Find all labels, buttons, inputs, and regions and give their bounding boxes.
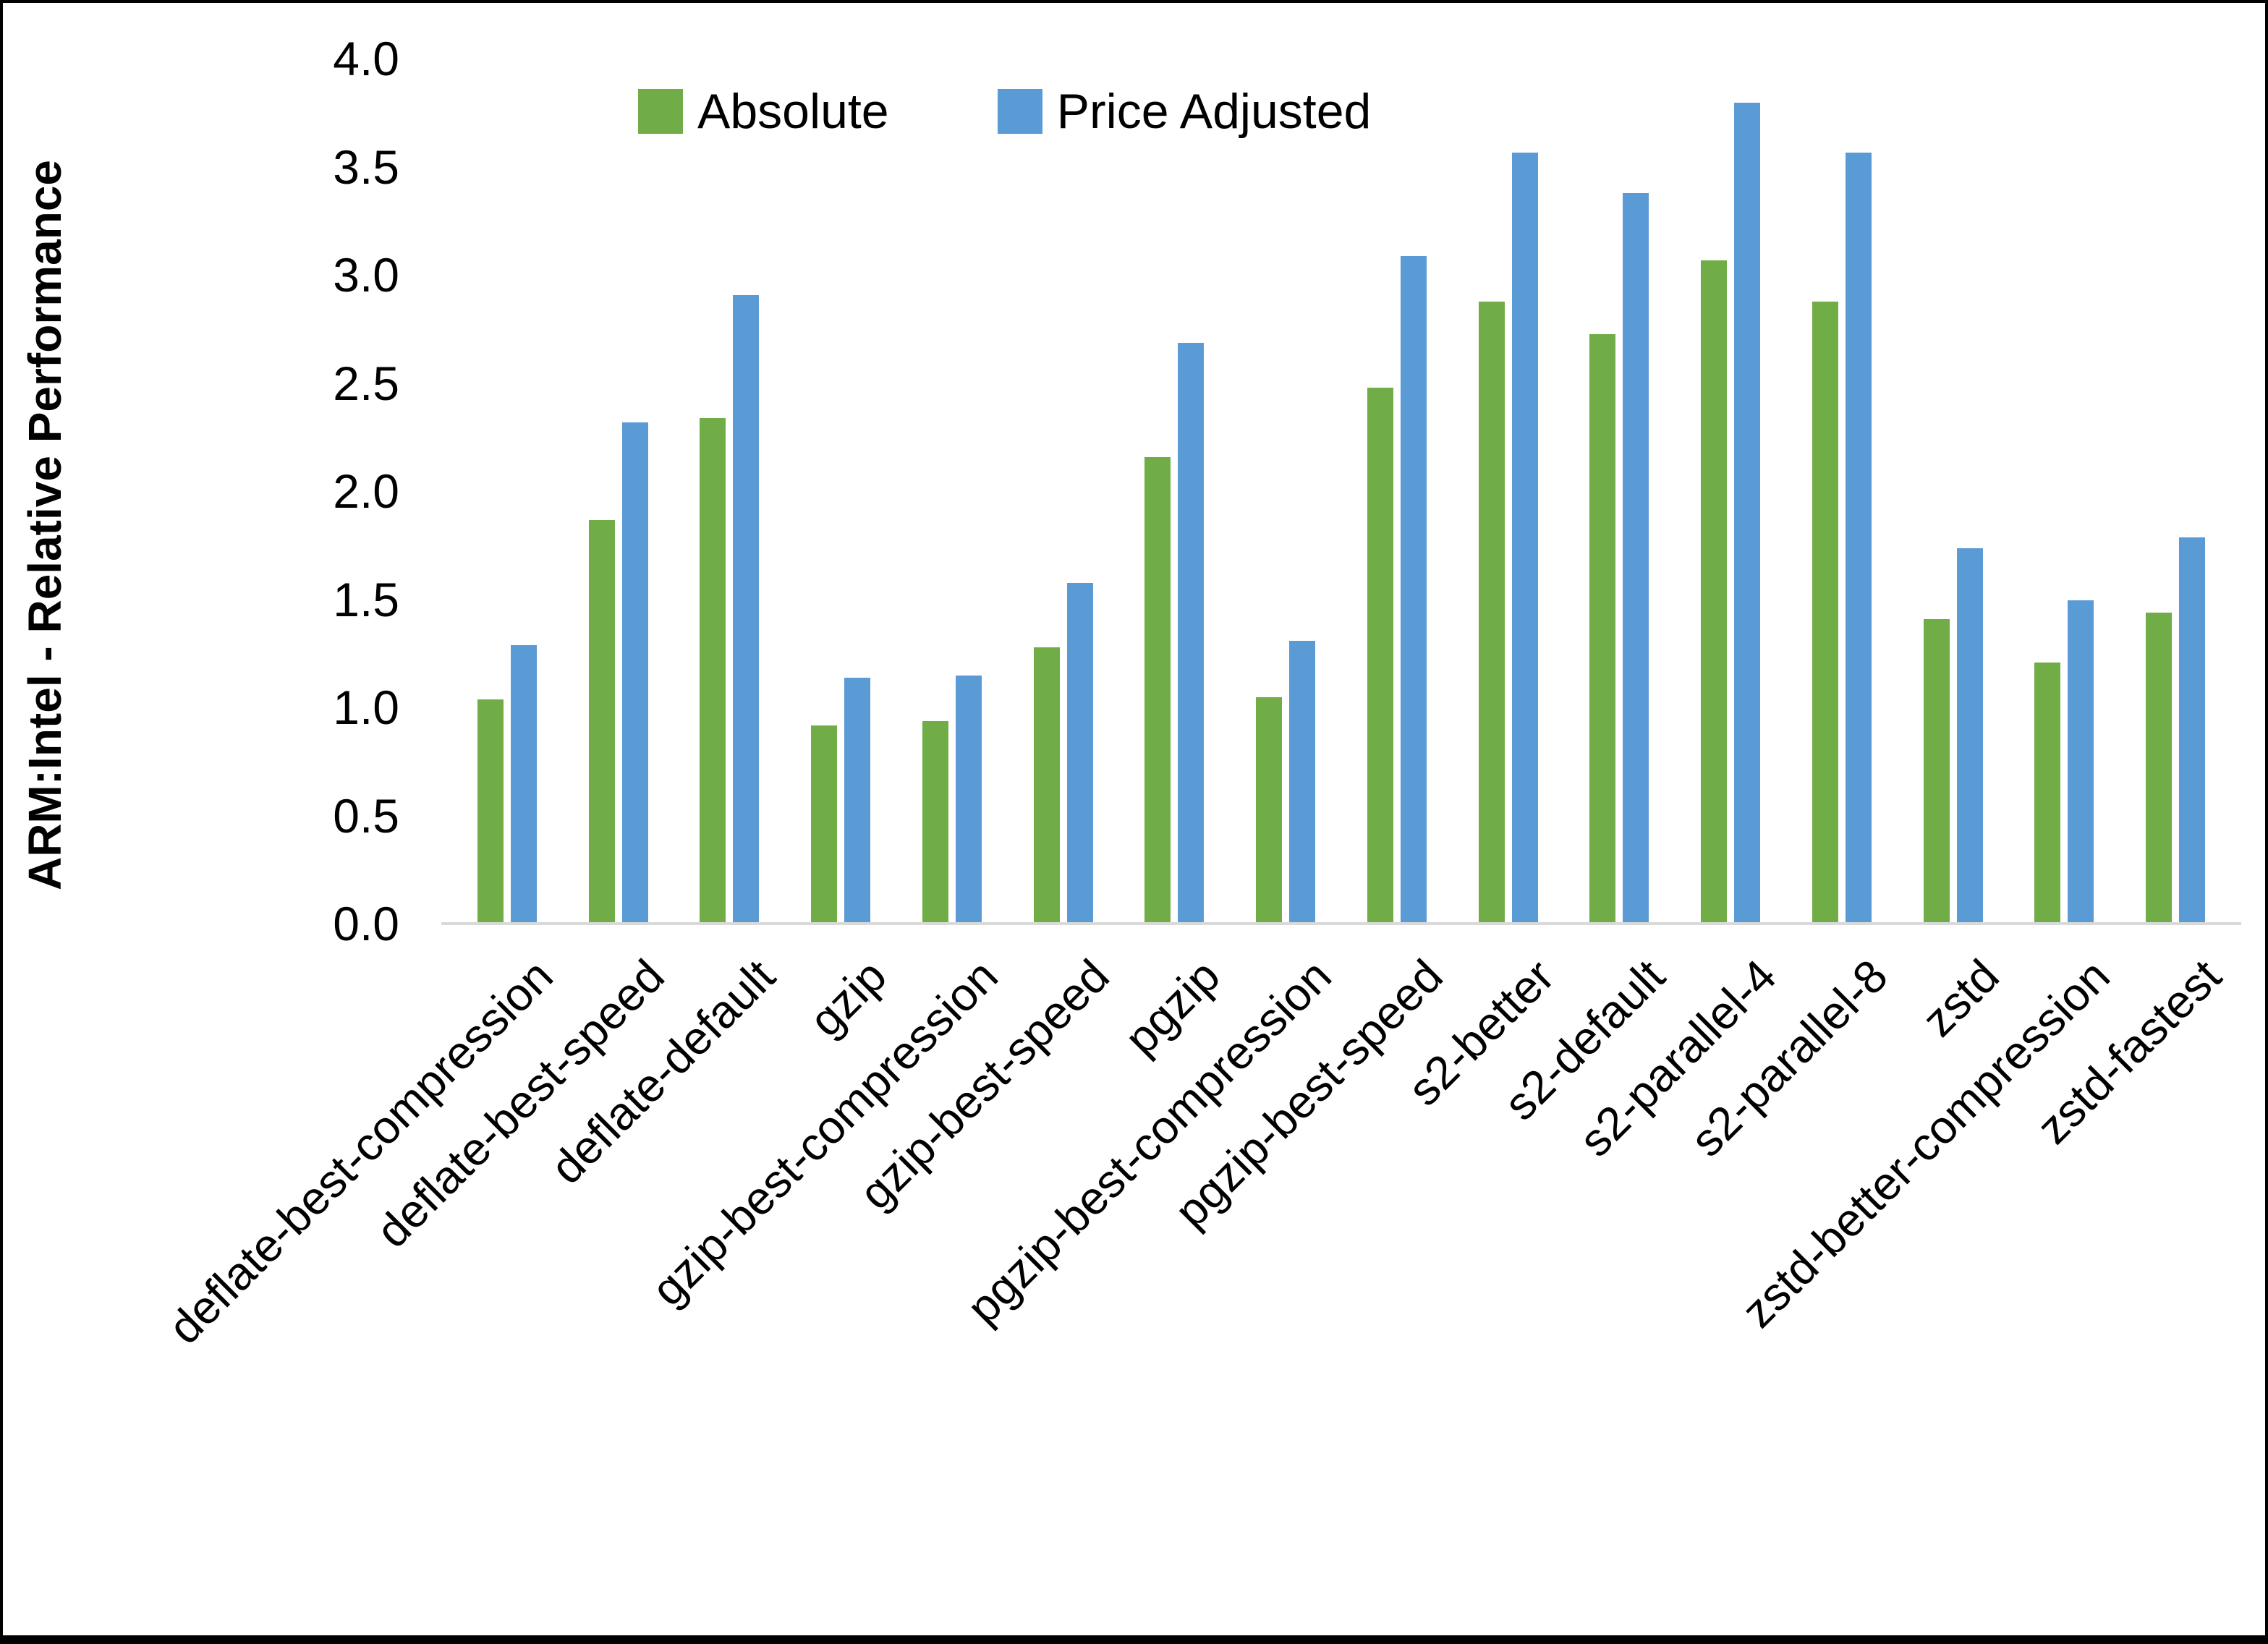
bar-gzip-best-speed-absolute	[1033, 647, 1060, 922]
legend-swatch-icon	[997, 89, 1042, 134]
bar-gzip-best-compression-absolute	[922, 720, 948, 922]
y-axis-tick-label: 2.5	[333, 356, 399, 410]
bar-pgzip-best-compression-price-adjusted	[1289, 641, 1316, 922]
y-axis-tick-label: 3.0	[333, 248, 399, 302]
legend-swatch-icon	[638, 89, 683, 134]
y-axis-tick-label: 1.0	[333, 681, 399, 734]
y-axis-tick-label: 4.0	[333, 32, 399, 85]
x-axis-line	[441, 922, 2241, 925]
bar-pgzip-best-speed-price-adjusted	[1400, 256, 1427, 922]
bar-zstd-fastest-absolute	[2146, 613, 2173, 922]
x-axis-label-zstd: zstd	[1911, 949, 2009, 1047]
y-axis-tick-label: 3.5	[333, 140, 399, 194]
bar-pgzip-absolute	[1144, 457, 1171, 922]
bar-gzip-absolute	[811, 725, 838, 922]
bar-deflate-default-price-adjusted	[733, 294, 760, 922]
bar-deflate-best-compression-price-adjusted	[510, 645, 537, 922]
legend-label: Absolute	[697, 84, 889, 139]
bar-s2-parallel-4-absolute	[1701, 260, 1728, 922]
bar-deflate-best-speed-absolute	[588, 519, 615, 922]
bar-pgzip-best-speed-absolute	[1367, 388, 1393, 922]
y-axis-tick-label: 0.0	[333, 897, 399, 950]
y-axis-tick-label: 2.0	[333, 464, 399, 518]
bar-gzip-best-compression-price-adjusted	[955, 676, 982, 922]
bar-s2-better-price-adjusted	[1511, 152, 1538, 922]
bar-deflate-default-absolute	[700, 418, 726, 922]
bar-zstd-better-compression-absolute	[2034, 663, 2061, 922]
bar-s2-parallel-4-price-adjusted	[1734, 102, 1761, 922]
bar-s2-parallel-8-absolute	[1812, 301, 1838, 922]
bar-zstd-better-compression-price-adjusted	[2068, 600, 2094, 922]
bar-s2-default-price-adjusted	[1623, 193, 1649, 922]
bar-pgzip-best-compression-absolute	[1256, 697, 1283, 922]
bar-s2-better-absolute	[1478, 301, 1505, 922]
bar-s2-default-absolute	[1589, 333, 1616, 922]
legend-label: Price Adjusted	[1056, 84, 1372, 139]
bar-zstd-price-adjusted	[1956, 548, 1983, 922]
plot-area: 0.0 0.5 1.0 1.5 2.0 2.5 3.0 3.5 4.0 deflate-best-…	[158, 35, 2241, 1354]
legend-item-price-adjusted: Price Adjusted	[997, 84, 1372, 139]
bar-deflate-best-compression-absolute	[477, 699, 504, 922]
y-axis-tick-label: 0.5	[333, 788, 399, 843]
bar-s2-parallel-8-price-adjusted	[1845, 152, 1872, 922]
bar-zstd-fastest-price-adjusted	[2179, 537, 2206, 922]
bar-zstd-absolute	[1923, 619, 1950, 922]
legend: Absolute Price Adjusted	[638, 87, 1371, 136]
legend-item-absolute: Absolute	[638, 87, 889, 136]
y-axis-tick-label: 1.5	[333, 572, 399, 626]
bar-pgzip-price-adjusted	[1178, 342, 1205, 922]
x-axis-label-gzip: gzip	[799, 949, 896, 1047]
bar-gzip-best-speed-price-adjusted	[1066, 582, 1093, 922]
bar-gzip-price-adjusted	[844, 678, 871, 922]
bar-deflate-best-speed-price-adjusted	[621, 422, 648, 922]
